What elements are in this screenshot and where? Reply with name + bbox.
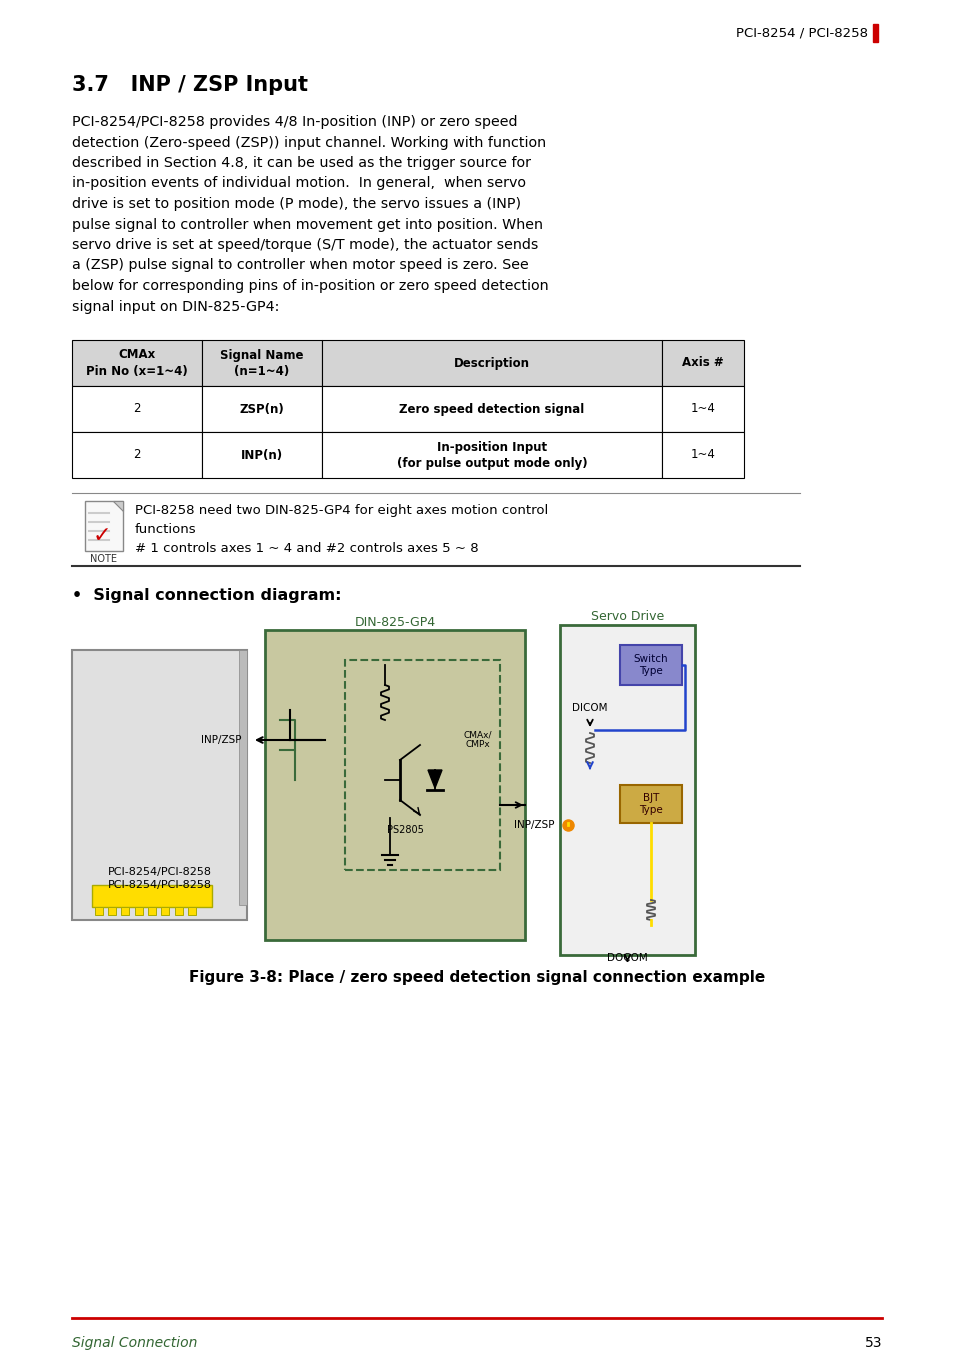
Bar xyxy=(108,907,116,915)
Text: Figure 3-8: Place / zero speed detection signal connection example: Figure 3-8: Place / zero speed detection… xyxy=(189,969,764,986)
Text: PS2805: PS2805 xyxy=(386,825,423,836)
Text: INP/ZSP: INP/ZSP xyxy=(514,821,555,830)
Text: Axis #: Axis # xyxy=(681,357,723,369)
Text: Switch
Type: Switch Type xyxy=(633,654,668,676)
Text: DIN-825-GP4: DIN-825-GP4 xyxy=(355,615,436,629)
Text: CMAx/
CMPx: CMAx/ CMPx xyxy=(463,730,492,749)
Bar xyxy=(188,907,195,915)
Text: detection (Zero-speed (ZSP)) input channel. Working with function: detection (Zero-speed (ZSP)) input chann… xyxy=(71,135,545,150)
Text: PCI-8258 need two DIN-825-GP4 for eight axes motion control: PCI-8258 need two DIN-825-GP4 for eight … xyxy=(135,504,548,516)
Text: 3.7   INP / ZSP Input: 3.7 INP / ZSP Input xyxy=(71,74,308,95)
Text: signal input on DIN-825-GP4:: signal input on DIN-825-GP4: xyxy=(71,300,279,314)
Bar xyxy=(661,339,743,387)
Bar xyxy=(91,886,212,907)
Text: INP/ZSP: INP/ZSP xyxy=(201,735,242,745)
Bar xyxy=(661,433,743,479)
Text: Signal Name
(n=1~4): Signal Name (n=1~4) xyxy=(220,349,303,377)
Text: •  Signal connection diagram:: • Signal connection diagram: xyxy=(71,588,341,603)
Bar xyxy=(71,387,202,433)
Bar xyxy=(322,433,661,479)
Text: PCI-8254 / PCI-8258: PCI-8254 / PCI-8258 xyxy=(735,27,867,39)
Text: DICOM: DICOM xyxy=(572,703,607,713)
Text: PCI-8254/PCI-8258: PCI-8254/PCI-8258 xyxy=(108,880,212,890)
Polygon shape xyxy=(428,771,441,788)
Bar xyxy=(322,339,661,387)
Bar xyxy=(71,339,202,387)
Bar xyxy=(174,907,182,915)
Bar xyxy=(322,387,661,433)
Bar xyxy=(121,907,130,915)
Bar xyxy=(148,907,156,915)
Bar xyxy=(161,907,169,915)
Bar xyxy=(265,630,524,940)
Text: INP(n): INP(n) xyxy=(241,449,283,461)
Text: Description: Description xyxy=(454,357,530,369)
Text: BJT
Type: BJT Type xyxy=(639,794,662,815)
Bar xyxy=(619,786,681,823)
Text: 1~4: 1~4 xyxy=(690,449,715,461)
Text: in-position events of individual motion.  In general,  when servo: in-position events of individual motion.… xyxy=(71,177,525,191)
Text: servo drive is set at speed/torque (S/T mode), the actuator sends: servo drive is set at speed/torque (S/T … xyxy=(71,238,537,251)
Text: drive is set to position mode (P mode), the servo issues a (INP): drive is set to position mode (P mode), … xyxy=(71,197,520,211)
Bar xyxy=(85,502,123,552)
Text: In-position Input
(for pulse output mode only): In-position Input (for pulse output mode… xyxy=(396,441,587,469)
Text: PCI-8254/PCI-8258 provides 4/8 In-position (INP) or zero speed: PCI-8254/PCI-8258 provides 4/8 In-positi… xyxy=(71,115,517,128)
Text: PCI-8254/PCI-8258: PCI-8254/PCI-8258 xyxy=(108,867,212,877)
Text: Signal Connection: Signal Connection xyxy=(71,1336,197,1351)
Text: 1~4: 1~4 xyxy=(690,403,715,415)
Text: Zero speed detection signal: Zero speed detection signal xyxy=(399,403,584,415)
Bar xyxy=(559,625,695,955)
Bar xyxy=(71,650,247,919)
Bar xyxy=(202,433,322,479)
Text: described in Section 4.8, it can be used as the trigger source for: described in Section 4.8, it can be used… xyxy=(71,155,531,170)
Bar xyxy=(619,645,681,685)
Bar xyxy=(71,433,202,479)
Bar xyxy=(872,24,877,42)
Text: 53: 53 xyxy=(863,1336,882,1351)
Text: 2: 2 xyxy=(133,403,141,415)
Text: functions: functions xyxy=(135,523,196,535)
Text: ZSP(n): ZSP(n) xyxy=(239,403,284,415)
Text: pulse signal to controller when movement get into position. When: pulse signal to controller when movement… xyxy=(71,218,542,231)
Bar xyxy=(134,907,143,915)
Text: below for corresponding pins of in-position or zero speed detection: below for corresponding pins of in-posit… xyxy=(71,279,548,293)
Bar xyxy=(239,650,247,904)
Bar xyxy=(661,387,743,433)
Text: # 1 controls axes 1 ~ 4 and #2 controls axes 5 ~ 8: # 1 controls axes 1 ~ 4 and #2 controls … xyxy=(135,542,478,556)
Bar xyxy=(202,339,322,387)
Text: Servo Drive: Servo Drive xyxy=(590,611,663,623)
Bar xyxy=(94,907,103,915)
Text: CMAx
Pin No (x=1~4): CMAx Pin No (x=1~4) xyxy=(86,349,188,377)
Text: 2: 2 xyxy=(133,449,141,461)
Text: ✓: ✓ xyxy=(92,526,112,546)
Text: a (ZSP) pulse signal to controller when motor speed is zero. See: a (ZSP) pulse signal to controller when … xyxy=(71,258,528,273)
Polygon shape xyxy=(112,502,123,511)
Text: DOCOM: DOCOM xyxy=(606,953,647,963)
Bar xyxy=(345,660,499,869)
Bar xyxy=(202,387,322,433)
Text: NOTE: NOTE xyxy=(91,554,117,564)
